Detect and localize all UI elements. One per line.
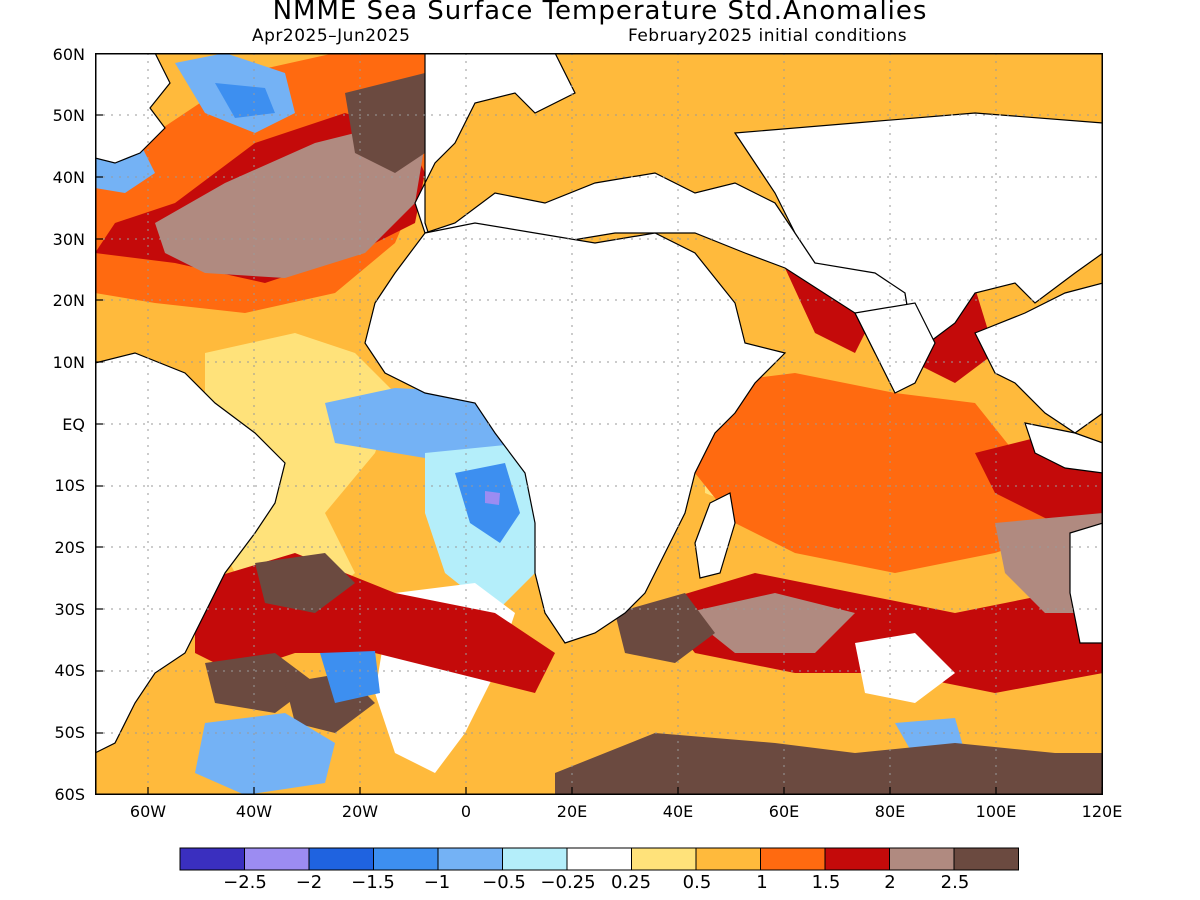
colorbar-label: −0.5 xyxy=(482,872,526,893)
colorbar xyxy=(179,847,1019,871)
anomaly-region-satl-brown-1 xyxy=(255,553,355,613)
map-border xyxy=(95,53,1103,795)
land-north-america xyxy=(95,53,171,164)
colorbar-label: −1.5 xyxy=(351,872,395,893)
sst-anomaly-map xyxy=(95,53,1103,795)
land-australia xyxy=(1069,522,1103,644)
land-southeast-asia xyxy=(974,282,1103,434)
lat-label-20n: 20N xyxy=(52,291,85,310)
colorbar-label: 1.5 xyxy=(811,872,841,893)
colorbar-label: 0.5 xyxy=(682,872,712,893)
anomaly-region-io-south-brown xyxy=(685,593,855,653)
lat-label-50n: 50N xyxy=(52,106,85,125)
lat-label-60s: 60S xyxy=(54,785,85,804)
valid-period-label: Apr2025–Jun2025 xyxy=(252,26,411,46)
colorbar-swatch xyxy=(308,847,374,871)
colorbar-label: 2 xyxy=(884,872,896,893)
lat-label-30n: 30N xyxy=(52,230,85,249)
graticule xyxy=(95,53,1103,795)
anomaly-region-labrador-blue xyxy=(215,83,275,118)
lon-label-100e: 100E xyxy=(975,802,1017,821)
lon-label-120e: 120E xyxy=(1081,802,1123,821)
land-asia xyxy=(733,112,1103,355)
lon-label-20e: 20E xyxy=(556,802,588,821)
land-india xyxy=(854,302,936,394)
lon-label-0: 0 xyxy=(460,802,472,821)
map-title: NMME Sea Surface Temperature Std.Anomali… xyxy=(272,0,928,26)
colorbar-label: −0.25 xyxy=(540,872,596,893)
land-africa xyxy=(364,222,787,644)
lat-label-10s: 10S xyxy=(54,476,85,495)
colorbar-swatch xyxy=(179,847,245,871)
lon-label-40w: 40W xyxy=(235,802,273,821)
lon-label-20w: 20W xyxy=(341,802,379,821)
colorbar-swatch xyxy=(566,847,632,871)
anomaly-region-io-white-blobs xyxy=(855,633,955,703)
lat-label-eq: EQ xyxy=(62,415,85,434)
colorbar-label: 0.25 xyxy=(610,872,652,893)
colorbar-swatch xyxy=(760,847,826,871)
lon-label-40e: 40E xyxy=(662,802,694,821)
colorbar-label: 1 xyxy=(756,872,768,893)
lat-label-50s: 50S xyxy=(54,723,85,742)
colorbar-label: −2 xyxy=(295,872,323,893)
anomaly-region-angola-violet xyxy=(485,491,500,505)
lat-label-40s: 40S xyxy=(54,661,85,680)
colorbar-swatch xyxy=(373,847,439,871)
initial-conditions-label: February2025 initial conditions xyxy=(628,26,908,46)
land-madagascar xyxy=(694,492,736,579)
lon-label-60w: 60W xyxy=(129,802,167,821)
anomaly-region-io-orange xyxy=(695,373,1055,573)
colorbar-label: −1 xyxy=(423,872,451,893)
land-south-america xyxy=(95,352,286,754)
lon-label-60e: 60E xyxy=(768,802,800,821)
anomaly-region-satl-cool-south xyxy=(195,713,335,795)
colorbar-swatch xyxy=(824,847,890,871)
lat-label-10n: 10N xyxy=(52,353,85,372)
colorbar-swatch xyxy=(953,847,1019,871)
anomaly-region-sw-indian-brown xyxy=(615,593,715,663)
lat-label-20s: 20S xyxy=(54,538,85,557)
land-indonesia xyxy=(1024,422,1103,474)
colorbar-swatch xyxy=(695,847,761,871)
anomaly-region-satl-blue-dot xyxy=(320,651,380,703)
lon-label-80e: 80E xyxy=(874,802,906,821)
lat-label-30s: 30S xyxy=(54,600,85,619)
land-europe xyxy=(414,53,916,354)
anomaly-region-southern-brown xyxy=(555,733,1103,795)
colorbar-swatch xyxy=(244,847,310,871)
colorbar-swatch xyxy=(437,847,503,871)
lat-label-40n: 40N xyxy=(52,168,85,187)
colorbar-swatch xyxy=(631,847,697,871)
anomaly-region-satl-brown-2 xyxy=(205,653,315,713)
lat-label-60n: 60N xyxy=(52,45,85,64)
colorbar-label: −2.5 xyxy=(223,872,267,893)
anomaly-region-natl-brown xyxy=(155,123,425,278)
anomaly-region-natl-darkbrown xyxy=(345,73,425,173)
colorbar-swatch xyxy=(502,847,568,871)
colorbar-label: 2.5 xyxy=(940,872,970,893)
colorbar-swatch xyxy=(889,847,955,871)
